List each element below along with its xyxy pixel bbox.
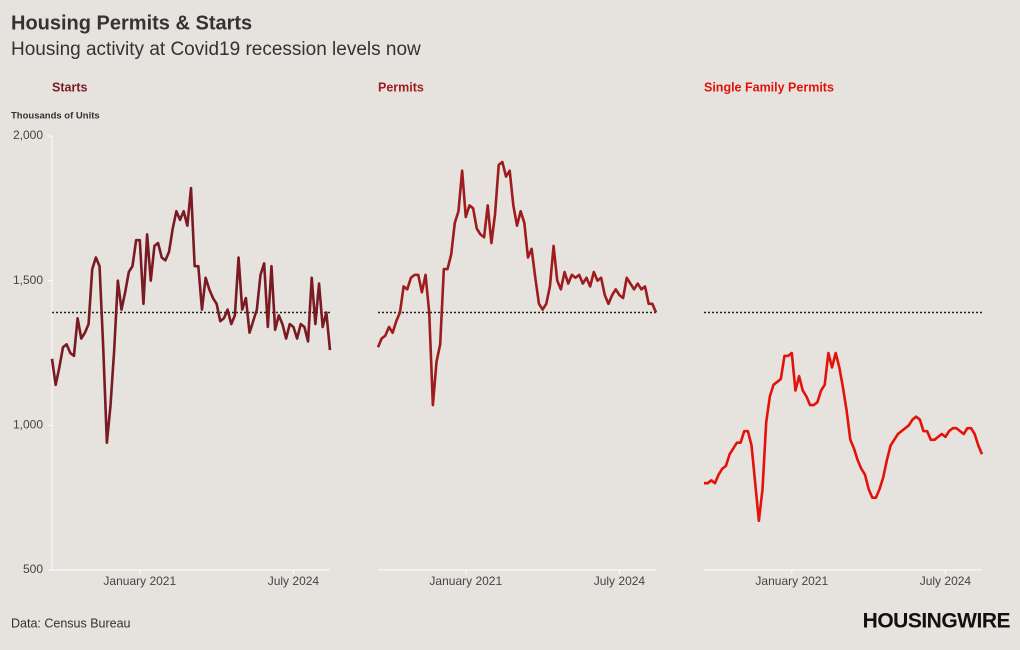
data-line — [704, 351, 984, 523]
logo: HOUSINGWIRE — [863, 610, 1011, 633]
x-tick-label: January 2021 — [103, 574, 176, 588]
title: Housing Permits & Starts — [11, 12, 252, 34]
source: Data: Census Bureau — [11, 616, 131, 630]
x-tick-label: July 2024 — [920, 574, 972, 588]
subtitle: Housing activity at Covid19 recession le… — [11, 39, 421, 60]
y-axis-label: Thousands of Units — [11, 111, 100, 122]
data-line — [50, 186, 332, 444]
y-tick-label: 500 — [23, 562, 43, 576]
y-tick-label: 2,000 — [13, 128, 43, 142]
x-tick-label: January 2021 — [755, 574, 828, 588]
x-tick-label: July 2024 — [594, 574, 646, 588]
panel-title: Single Family Permits — [704, 80, 834, 94]
x-tick-label: July 2024 — [268, 574, 320, 588]
y-tick-label: 1,000 — [13, 418, 43, 432]
data-line — [376, 160, 658, 407]
x-tick-label: January 2021 — [429, 574, 502, 588]
panel-title: Starts — [52, 80, 87, 94]
y-tick-label: 1,500 — [13, 273, 43, 287]
panel-title: Permits — [378, 80, 424, 94]
